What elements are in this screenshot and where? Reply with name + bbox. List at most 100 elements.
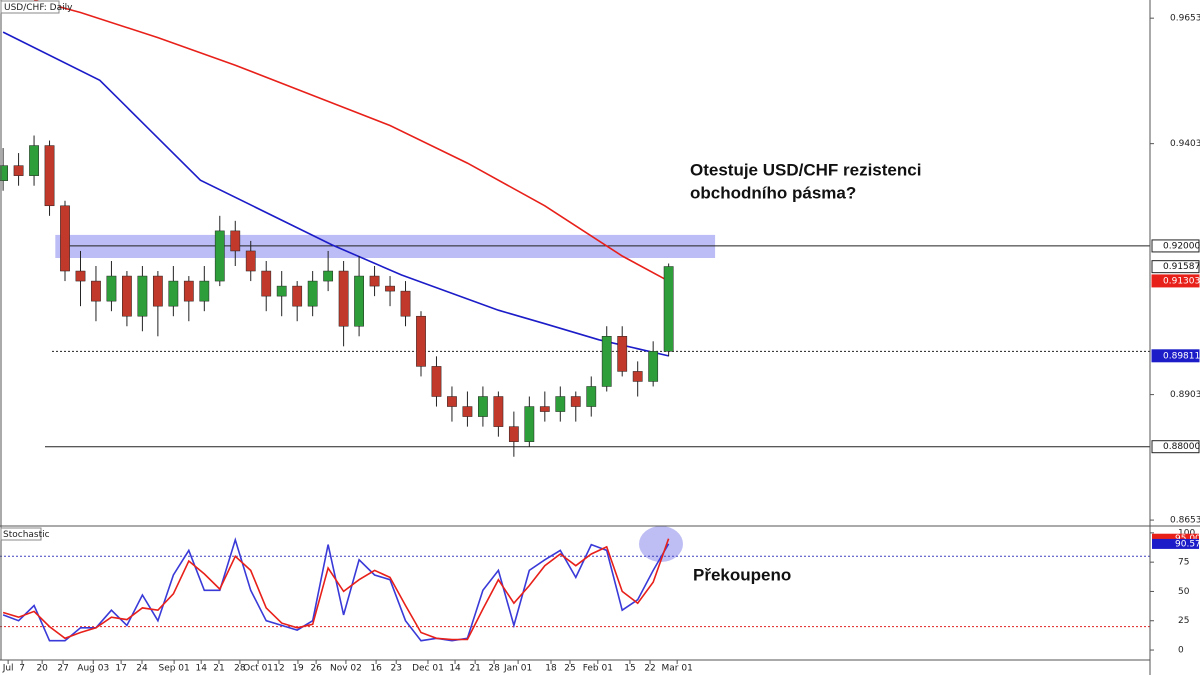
- candle-body: [137, 275, 148, 317]
- annotation: Překoupeno: [693, 565, 791, 584]
- candle-body: [323, 270, 334, 282]
- x-tick-label: 15: [624, 664, 635, 674]
- price-tag-label: 0.91303: [1163, 276, 1200, 286]
- candle-body: [13, 165, 24, 176]
- y-tick-label: 0.86538: [1170, 516, 1200, 526]
- x-tick-label: 25: [564, 664, 575, 674]
- x-tick-label: 17: [115, 664, 126, 674]
- candle-body: [152, 275, 163, 307]
- candle-body: [586, 386, 597, 407]
- x-tick-label: Jan 01: [503, 664, 532, 674]
- candle-body: [44, 145, 55, 207]
- y-tick-label: 0.89038: [1170, 390, 1200, 400]
- price-tag: [1151, 260, 1200, 274]
- candle-body: [663, 266, 674, 352]
- candle-body: [617, 336, 628, 372]
- candle-body: [354, 275, 364, 327]
- x-tick-label: 7: [19, 664, 25, 674]
- x-tick-label: 16: [370, 664, 382, 674]
- x-tick-label: 28: [488, 664, 500, 674]
- price-tag: [1151, 349, 1200, 363]
- candle-body: [648, 351, 659, 382]
- candle-body: [60, 205, 70, 272]
- candle-body: [632, 371, 643, 382]
- candle-body: [230, 230, 241, 252]
- candle-body: [431, 366, 442, 397]
- annotation: Otestuje USD/CHF rezistenci: [690, 160, 921, 179]
- candle-body: [400, 290, 411, 317]
- candle-body: [524, 406, 535, 442]
- candle-body: [106, 275, 117, 302]
- candle-body: [307, 280, 318, 307]
- price-tag-label: 0.89811: [1163, 351, 1200, 361]
- candle-body: [385, 285, 395, 292]
- x-tick-label: Jul: [2, 664, 14, 674]
- candle-body: [91, 280, 101, 302]
- candle-body: [416, 315, 426, 367]
- x-tick-label: Sep 01: [158, 664, 189, 674]
- price-tag: [1151, 239, 1200, 253]
- price-tag-label: 0.88000: [1163, 442, 1200, 452]
- annotation: obchodního pásma?: [690, 183, 856, 202]
- candle-body: [122, 275, 132, 317]
- highlight-circle: [639, 526, 683, 562]
- candle-body: [292, 285, 303, 307]
- x-tick-label: 12: [273, 664, 284, 674]
- x-tick-label: 28: [234, 664, 246, 674]
- price-tag-label: 0.91587: [1163, 262, 1200, 272]
- candle-body: [183, 280, 194, 302]
- y-tick-label: 100: [1178, 528, 1195, 538]
- candle-body: [0, 165, 8, 181]
- price-tag-label: 0.92000: [1163, 241, 1200, 251]
- candle-body: [601, 336, 612, 387]
- price-tag: [1151, 440, 1200, 454]
- y-tick-label: 50: [1178, 587, 1190, 597]
- x-tick-label: 22: [644, 664, 655, 674]
- candle-body: [168, 280, 179, 307]
- x-tick-label: 20: [36, 664, 48, 674]
- x-tick-label: Feb 01: [583, 664, 613, 674]
- x-tick-label: 24: [136, 664, 148, 674]
- y-tick-label: 25: [1178, 616, 1189, 626]
- x-tick-label: 27: [57, 664, 68, 674]
- candle-body: [199, 280, 210, 302]
- candle-body: [555, 396, 566, 412]
- x-tick-label: Mar 01: [662, 664, 693, 674]
- candle-body: [276, 285, 287, 297]
- y-tick-label: 75: [1178, 558, 1189, 568]
- x-tick-label: 21: [469, 664, 480, 674]
- x-tick-label: 23: [391, 664, 402, 674]
- chart-title: USD/CHF: Daily: [4, 3, 73, 13]
- x-tick-label: Nov 02: [330, 664, 362, 674]
- moving-average: [2, 31, 669, 357]
- x-tick-label: 21: [213, 664, 224, 674]
- x-tick-label: 18: [545, 664, 557, 674]
- y-tick-label: 0.96538: [1170, 14, 1200, 24]
- indicator-title: Stochastic: [3, 530, 50, 540]
- x-tick-label: 14: [449, 664, 461, 674]
- y-tick-label: 0: [1178, 646, 1184, 656]
- candle-body: [214, 230, 225, 282]
- x-tick-label: 14: [195, 664, 207, 674]
- x-tick-label: 26: [310, 664, 322, 674]
- moving-average: [33, 0, 669, 282]
- candle-body: [369, 275, 380, 287]
- candle-body: [508, 426, 519, 442]
- candle-body: [493, 396, 504, 427]
- marks: [0, 0, 1150, 642]
- candle-body: [245, 250, 256, 272]
- candle-body: [261, 270, 272, 297]
- title-box: [0, 527, 42, 541]
- candle-body: [478, 396, 488, 417]
- x-tick-label: Oct 01: [243, 664, 273, 674]
- candle-body: [75, 270, 86, 282]
- x-tick-label: Dec 01: [412, 664, 444, 674]
- x-tick-label: Aug 03: [77, 664, 109, 674]
- value-tag: [1152, 533, 1199, 544]
- resistance-zone: [55, 234, 716, 258]
- candle-body: [29, 145, 39, 176]
- y-tick-label: 0.94038: [1170, 139, 1200, 149]
- candle-body: [462, 406, 473, 417]
